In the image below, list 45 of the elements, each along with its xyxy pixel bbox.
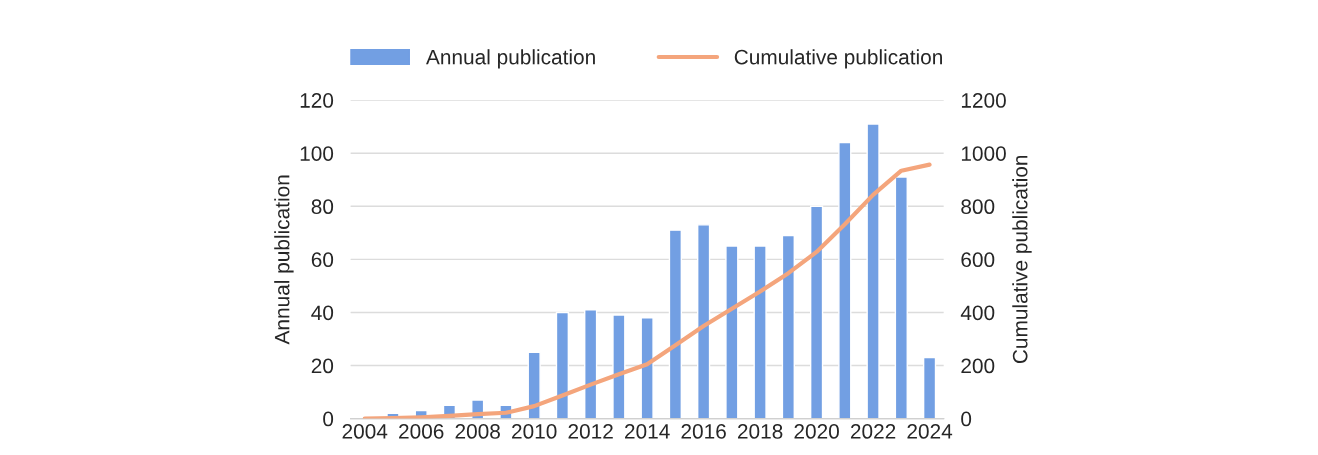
bar — [838, 141, 852, 419]
bar — [555, 311, 570, 419]
legend-label: Annual publication — [426, 49, 595, 69]
y-tick-label: 100 — [300, 146, 334, 161]
bar — [866, 123, 880, 419]
x-tick-label: 2018 — [737, 424, 783, 439]
bar — [753, 245, 767, 419]
bar — [781, 234, 795, 419]
x-tick-label: 2020 — [794, 424, 839, 439]
bar — [894, 176, 908, 419]
y-tick-label: 80 — [311, 199, 334, 215]
x-tick-label: 2022 — [850, 424, 896, 439]
x-tick-label: 2012 — [568, 424, 613, 439]
y2-tick-label: 1200 — [961, 93, 1006, 108]
bar — [527, 351, 541, 419]
y2-tick-label: 1000 — [961, 146, 1006, 161]
y2-axis-title: Cumulative publication — [1012, 155, 1032, 364]
x-tick-label: 2006 — [399, 424, 444, 439]
bar — [668, 229, 683, 419]
bar — [612, 314, 626, 419]
x-tick-label: 2024 — [907, 424, 953, 439]
y-axis-title: Annual publication — [274, 175, 294, 345]
x-tick-label: 2014 — [625, 424, 670, 439]
y-tick-label: 0 — [323, 411, 334, 427]
x-tick-label: 2016 — [681, 424, 726, 439]
y-tick-label: 60 — [311, 252, 334, 268]
legend-label: Cumulative publication — [734, 49, 942, 69]
y-tick-label: 20 — [311, 358, 334, 374]
bar — [809, 205, 824, 419]
x-tick-label: 2008 — [455, 424, 500, 439]
y2-tick-label: 200 — [961, 358, 995, 374]
y2-tick-label: 400 — [960, 305, 995, 321]
bar — [640, 317, 654, 419]
line-series — [362, 162, 932, 419]
bar — [584, 309, 598, 419]
bar — [725, 245, 739, 419]
y2-tick-label: 800 — [961, 199, 995, 215]
y2-tick-label: 0 — [961, 411, 972, 427]
y2-tick-label: 600 — [961, 252, 995, 268]
bar — [696, 224, 711, 419]
bar — [922, 356, 937, 419]
x-tick-label: 2010 — [512, 424, 557, 439]
x-tick-label: 2004 — [342, 424, 388, 439]
y-tick-label: 120 — [300, 93, 334, 108]
y-tick-label: 40 — [311, 305, 334, 321]
